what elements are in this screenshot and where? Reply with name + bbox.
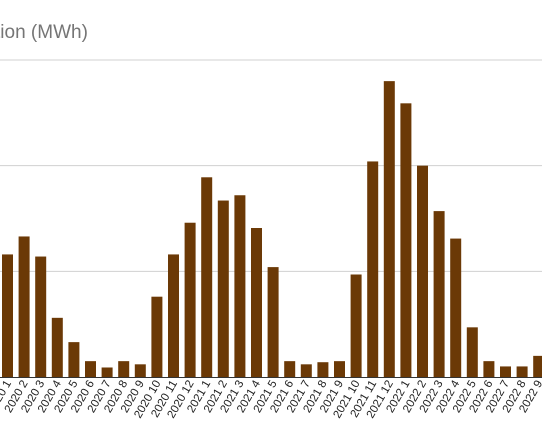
bar — [516, 366, 528, 377]
bar — [85, 361, 96, 377]
bar — [417, 165, 428, 377]
bar — [2, 254, 13, 377]
bar — [168, 254, 179, 377]
bar — [300, 364, 312, 377]
bar — [500, 366, 511, 377]
bar — [184, 222, 196, 377]
bar — [35, 256, 47, 377]
bar — [483, 361, 495, 377]
bar — [101, 367, 113, 377]
bar — [134, 364, 146, 377]
bar — [151, 296, 163, 377]
bar — [317, 362, 329, 377]
bar — [533, 355, 542, 377]
bar — [400, 103, 412, 377]
chart-title: tion (MWh) — [0, 22, 88, 43]
bar — [284, 361, 296, 377]
bar — [251, 228, 262, 377]
bar — [68, 342, 80, 377]
bar — [217, 200, 229, 377]
bar — [18, 236, 30, 377]
bar — [267, 267, 279, 377]
bar — [450, 238, 462, 377]
bar — [383, 81, 395, 377]
bar — [334, 361, 345, 377]
bar — [51, 317, 63, 377]
bars — [2, 81, 542, 377]
bar — [201, 177, 213, 377]
bar — [118, 361, 130, 377]
bar — [350, 274, 362, 377]
bar — [367, 161, 379, 377]
bar — [466, 327, 478, 377]
bar — [234, 195, 246, 377]
bar — [433, 211, 445, 377]
